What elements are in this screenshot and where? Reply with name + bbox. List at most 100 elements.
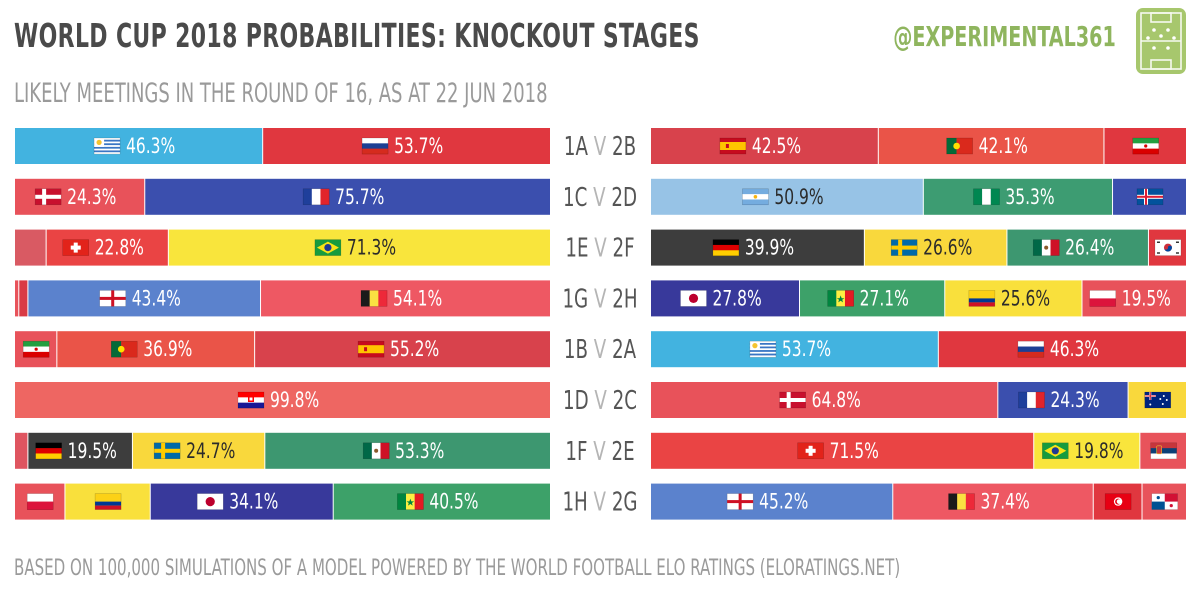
senegal-flag-icon — [827, 290, 854, 307]
bar-segment-portugal — [878, 128, 1104, 164]
bar-segment-sweden — [864, 229, 1007, 266]
serbia-flag-icon — [1150, 442, 1177, 460]
segment-value-label: 27.1% — [860, 286, 909, 311]
matchup-label: 1D V 2C — [563, 386, 637, 416]
twitter-handle[interactable]: @EXPERIMENTAL361 — [893, 20, 1116, 53]
segment-value-label: 45.2% — [759, 489, 808, 514]
bar-segment-england — [651, 483, 893, 520]
bar-segment-russia — [938, 331, 1186, 368]
bar-segment-senegal — [333, 483, 550, 520]
bar-segment-south-korea — [15, 432, 28, 469]
segment-value-label: 53.7% — [394, 133, 443, 158]
denmark-flag-icon — [779, 391, 806, 409]
bar-segment-spain — [651, 128, 878, 164]
uruguay-flag-icon — [749, 340, 777, 358]
segment-value-label: 19.8% — [1074, 438, 1123, 463]
matchup-label: 1C V 2D — [563, 182, 637, 212]
england-flag-icon — [99, 290, 126, 307]
russia-flag-icon — [1017, 340, 1045, 358]
senegal-flag-icon — [397, 493, 424, 510]
iceland-flag-icon — [1136, 188, 1164, 206]
sweden-flag-icon — [890, 239, 918, 256]
segment-value-label: 99.8% — [270, 387, 319, 412]
segment-value-label: 75.7% — [335, 184, 384, 209]
matchup-label: 1A V 2B — [564, 132, 636, 162]
source-footnote: BASED ON 100,000 SIMULATIONS OF A MODEL … — [14, 556, 901, 581]
segment-value-label: 54.1% — [393, 286, 442, 311]
bar-segment-brazil — [168, 229, 550, 266]
germany-flag-icon — [35, 442, 62, 460]
chart-title: WORLD CUP 2018 PROBABILITIES: KNOCKOUT S… — [14, 16, 700, 55]
bar-segment-belgium — [261, 280, 550, 317]
mexico-flag-icon — [1032, 239, 1060, 256]
brazil-flag-icon — [314, 239, 342, 256]
england-flag-icon — [726, 493, 754, 510]
segment-value-label: 71.5% — [830, 438, 879, 463]
segment-value-label: 42.1% — [979, 133, 1028, 158]
bar-segment-mexico — [1007, 229, 1148, 266]
segment-value-label: 50.9% — [774, 184, 823, 209]
bar-segment-panama — [15, 280, 19, 317]
spain-flag-icon — [357, 340, 385, 358]
segment-value-label: 27.8% — [713, 286, 762, 311]
poland-flag-icon — [1089, 290, 1116, 307]
switzerland-flag-icon — [797, 442, 824, 460]
spain-flag-icon — [719, 137, 747, 155]
france-flag-icon — [1018, 391, 1045, 409]
matchup-label: 1E V 2F — [565, 233, 634, 263]
matchup-label: 1B V 2A — [564, 335, 637, 365]
bar-segment-spain — [255, 331, 551, 368]
pitch-logo-icon — [1136, 8, 1186, 74]
japan-flag-icon — [196, 493, 224, 510]
australia-flag-icon — [1144, 391, 1172, 409]
germany-flag-icon — [712, 239, 740, 256]
segment-value-label: 24.3% — [67, 184, 116, 209]
uruguay-flag-icon — [93, 137, 121, 155]
matchup-label: 1G V 2H — [562, 284, 637, 314]
segment-value-label: 43.4% — [132, 286, 181, 311]
segment-value-label: 35.3% — [1005, 184, 1054, 209]
segment-value-label: 39.9% — [745, 235, 794, 260]
bar-segment-germany — [651, 229, 864, 266]
iran-flag-icon — [1132, 137, 1159, 155]
southkorea-flag-icon — [1154, 239, 1182, 256]
bar-segment-tunisia — [19, 280, 28, 317]
argentina-flag-icon — [742, 188, 769, 206]
segment-value-label: 34.1% — [229, 489, 278, 514]
belgium-flag-icon — [360, 290, 388, 307]
belgium-flag-icon — [948, 493, 975, 510]
japan-flag-icon — [680, 290, 707, 307]
nigeria-flag-icon — [973, 188, 1000, 206]
bar-segment-nigeria — [923, 178, 1113, 215]
segment-value-label: 26.4% — [1065, 235, 1114, 260]
bar-segment-uruguay — [651, 331, 938, 368]
bar-segment-colombia — [945, 280, 1082, 317]
tunisia-flag-icon — [1104, 493, 1132, 510]
poland-flag-icon — [26, 493, 54, 510]
switzerland-flag-icon — [62, 239, 89, 256]
bar-segment-mexico — [265, 432, 550, 469]
segment-value-label: 24.7% — [186, 438, 235, 463]
panama-flag-icon — [1151, 493, 1179, 510]
bar-segment-france — [145, 178, 551, 215]
segment-value-label: 19.5% — [68, 438, 117, 463]
matchup-label: 1H V 2G — [562, 487, 637, 517]
bar-segment-denmark — [651, 382, 998, 418]
segment-value-label: 53.3% — [395, 438, 444, 463]
bar-segment-uruguay — [15, 128, 263, 164]
bar-segment-switzerland — [651, 432, 1034, 469]
bar-segment-japan — [651, 280, 800, 317]
colombia-flag-icon — [94, 493, 122, 510]
bar-segment-japan — [150, 483, 333, 520]
portugal-flag-icon — [110, 340, 138, 358]
segment-value-label: 24.3% — [1050, 387, 1099, 412]
segment-value-label: 22.8% — [95, 235, 144, 260]
denmark-flag-icon — [34, 188, 62, 206]
portugal-flag-icon — [946, 137, 973, 155]
france-flag-icon — [302, 188, 330, 206]
bar-segment-portugal — [57, 331, 255, 368]
segment-value-label: 64.8% — [812, 387, 861, 412]
segment-value-label: 55.2% — [390, 337, 439, 362]
croatia-flag-icon — [237, 391, 265, 409]
